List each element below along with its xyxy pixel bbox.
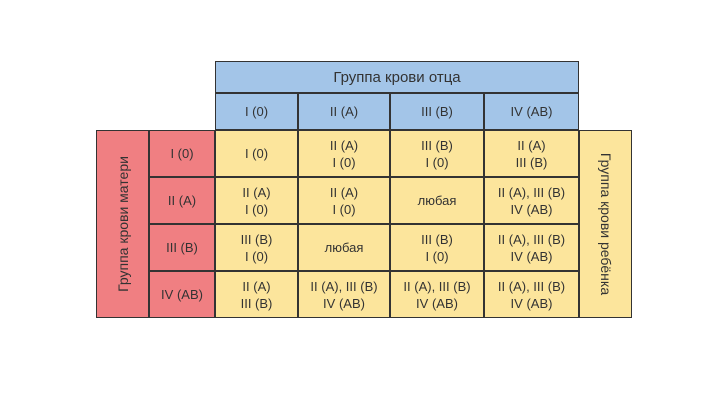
father-group-header-3: III (B) (390, 93, 484, 130)
child-group-line: любая (417, 193, 457, 208)
father-group-label: II (A) (329, 104, 359, 119)
child-group-line: I (0) (244, 201, 269, 217)
father-group-header-1: I (0) (215, 93, 298, 130)
child-group-line: II (A), III (B) (497, 184, 566, 200)
child-group-line: II (A) (242, 184, 271, 200)
child-group-line: II (A) (242, 278, 271, 294)
child-group-line: III (B) (421, 231, 453, 247)
mother-blood-group-label: Группа крови матери (96, 130, 149, 318)
child-group-line: II (A) (517, 137, 546, 153)
child-blood-group-label: Группа крови ребёнка (579, 130, 632, 318)
child-group-cell: любая (298, 224, 390, 271)
child-group-line: III (B) (421, 137, 453, 153)
child-group-cell: III (B) I (0) (390, 130, 484, 177)
child-group-cell: II (A) III (B) (484, 130, 579, 177)
mother-group-header-2: II (A) (149, 177, 215, 224)
father-group-label: III (B) (421, 104, 453, 119)
child-group-cell: II (A) III (B) (215, 271, 298, 318)
child-group-line: I (0) (332, 154, 356, 170)
child-group-line: II (A), III (B) (497, 231, 566, 247)
child-group-line: III (B) (515, 154, 548, 170)
child-group-cell: II (A) I (0) (298, 130, 390, 177)
child-group-line: IV (AB) (510, 248, 553, 264)
child-group-cell: II (A) I (0) (215, 177, 298, 224)
father-group-header-2: II (A) (298, 93, 390, 130)
child-group-cell: III (B) I (0) (390, 224, 484, 271)
child-group-cell: I (0) (215, 130, 298, 177)
father-group-label: I (0) (244, 104, 269, 119)
child-group-cell: III (B) I (0) (215, 224, 298, 271)
child-group-line: II (A), III (B) (403, 278, 471, 294)
child-group-cell: любая (390, 177, 484, 224)
child-group-line: IV (AB) (323, 295, 365, 311)
mother-group-header-1: I (0) (149, 130, 215, 177)
child-group-line: I (0) (244, 146, 269, 161)
father-header-label: Группа крови отца (333, 68, 461, 86)
mother-group-label: IV (AB) (161, 287, 203, 302)
child-group-line: II (A) (329, 137, 359, 153)
child-label-text: Группа крови ребёнка (597, 152, 614, 296)
child-group-line: IV (AB) (510, 201, 553, 217)
mother-group-header-4: IV (AB) (149, 271, 215, 318)
child-group-line: I (0) (425, 154, 449, 170)
child-group-line: II (A), III (B) (310, 278, 378, 294)
child-group-cell: II (A), III (B) IV (AB) (484, 224, 579, 271)
child-group-line: III (B) (240, 231, 273, 247)
mother-label-text: Группа крови матери (114, 156, 131, 292)
mother-group-label: II (A) (167, 193, 197, 208)
mother-group-header-3: III (B) (149, 224, 215, 271)
child-group-line: II (A), III (B) (497, 278, 566, 294)
child-group-line: I (0) (425, 248, 449, 264)
child-group-cell: II (A), III (B) IV (AB) (298, 271, 390, 318)
child-group-line: I (0) (332, 201, 356, 217)
father-group-header-4: IV (AB) (484, 93, 579, 130)
child-group-line: I (0) (244, 248, 269, 264)
child-group-line: IV (AB) (416, 295, 458, 311)
mother-group-label: I (0) (170, 146, 194, 161)
child-group-cell: II (A), III (B) IV (AB) (484, 271, 579, 318)
father-group-label: IV (AB) (510, 104, 553, 119)
child-group-line: IV (AB) (510, 295, 553, 311)
mother-group-label: III (B) (166, 240, 198, 255)
child-group-line: любая (324, 240, 364, 255)
child-group-cell: II (A), III (B) IV (AB) (484, 177, 579, 224)
child-group-cell: II (A), III (B) IV (AB) (390, 271, 484, 318)
child-group-line: II (A) (329, 184, 359, 200)
child-group-cell: II (A) I (0) (298, 177, 390, 224)
child-group-line: III (B) (240, 295, 273, 311)
father-blood-group-header: Группа крови отца (215, 61, 579, 93)
